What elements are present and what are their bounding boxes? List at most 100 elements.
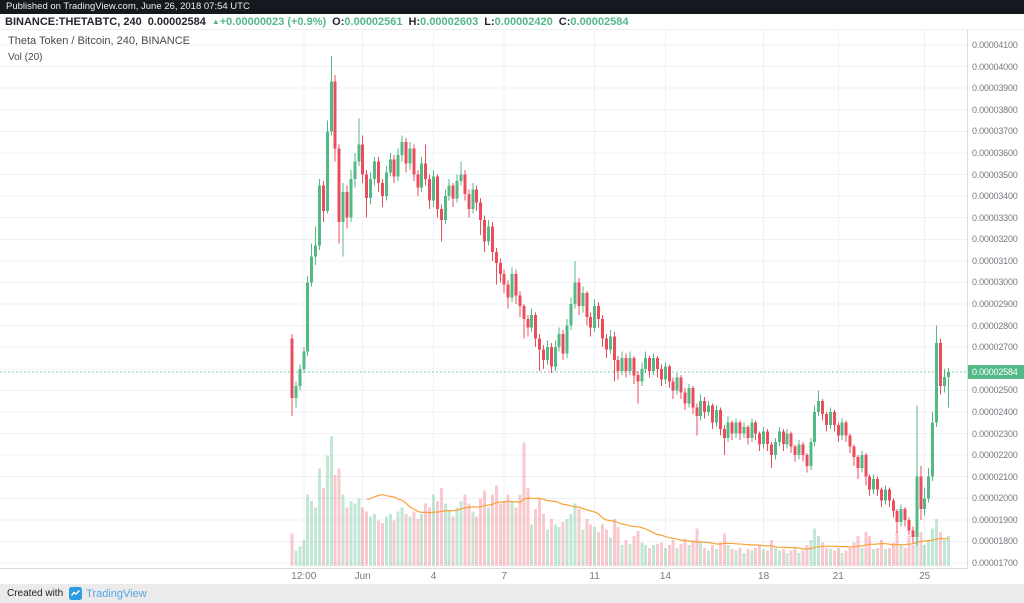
price-tick-label: 0.00002200	[972, 450, 1018, 461]
symbol-name: BINANCE:THETABTC, 240	[5, 15, 142, 28]
candle-body	[687, 388, 691, 404]
created-with-text: Created with	[7, 588, 64, 599]
volume-bar	[400, 507, 404, 566]
volume-ma-layer	[366, 493, 949, 550]
volume-bar	[825, 547, 828, 566]
volume-bar	[557, 527, 561, 566]
volume-bar	[585, 519, 589, 566]
candle-body	[695, 407, 699, 417]
volume-bar	[388, 514, 392, 566]
volume-bar	[636, 530, 640, 566]
volume-bar	[640, 542, 644, 566]
candle-body	[856, 457, 860, 468]
volume-bar	[840, 553, 844, 566]
candle-body	[310, 256, 314, 283]
candle-body	[341, 191, 345, 222]
candle-body	[479, 202, 483, 220]
tradingview-wordmark[interactable]: TradingView	[86, 587, 147, 600]
volume-bar	[880, 540, 883, 566]
candle-body	[789, 433, 793, 447]
price-chart-pane[interactable]: Theta Token / Bitcoin, 240, BINANCE Vol …	[0, 30, 968, 569]
price-axis[interactable]: 0.00004100 0.00004000 0.00003900 0.00003800…	[968, 30, 1024, 569]
high-label: H:	[408, 15, 421, 28]
legend-volume-study[interactable]: Vol (20)	[8, 52, 43, 63]
candle-body	[659, 368, 663, 380]
price-tick-label: 0.00001800	[972, 536, 1018, 547]
time-tick-label: Jun	[354, 571, 371, 582]
candle-body	[408, 148, 412, 164]
candle-body	[648, 358, 652, 371]
candle-body	[546, 347, 549, 361]
volume-bar	[365, 511, 369, 566]
candle-body	[785, 433, 789, 445]
candle-body	[620, 358, 624, 371]
price-tick-label: 0.00001900	[972, 514, 1018, 525]
candle-body	[542, 349, 545, 361]
volume-bar	[903, 547, 907, 566]
volume-bar	[494, 485, 498, 566]
candle-body	[412, 148, 416, 175]
volume-bar	[935, 519, 938, 566]
volume-bar	[435, 501, 439, 566]
published-text: Published on TradingView.com, June 26, 2…	[6, 1, 250, 12]
chart-canvas[interactable]	[0, 30, 967, 568]
volume-bar	[844, 550, 848, 566]
volume-bar	[589, 524, 593, 566]
candle-body	[663, 366, 667, 380]
volume-bar	[597, 532, 600, 566]
volume-bar	[451, 516, 455, 566]
candle-body	[424, 163, 428, 179]
candle-body	[514, 273, 518, 296]
volume-bar	[931, 528, 935, 566]
candle-body	[604, 338, 608, 350]
volume-bar	[475, 516, 479, 566]
time-tick-label: 25	[919, 571, 931, 582]
volume-bar	[883, 549, 887, 566]
volume-bar	[518, 494, 522, 566]
time-axis[interactable]: 12:00 Jun 4 7 11 14 18 21 25	[0, 569, 968, 584]
candle-body	[557, 334, 561, 348]
volume-bar	[773, 547, 777, 566]
price-tick-label: 0.00003500	[972, 169, 1018, 180]
legend-symbol[interactable]: Theta Token / Bitcoin, 240, BINANCE	[8, 35, 190, 47]
volume-bar	[899, 545, 903, 566]
volume-bar	[805, 545, 809, 566]
candle-body	[770, 444, 773, 456]
volume-bar	[848, 547, 852, 566]
published-bar: Published on TradingView.com, June 26, 2…	[0, 0, 1024, 14]
candle-body	[428, 178, 432, 201]
candle-body	[817, 401, 821, 412]
candle-body	[868, 476, 872, 490]
candle-body	[797, 444, 801, 456]
candle-body	[337, 148, 341, 222]
candle-body	[612, 336, 616, 361]
candle-body	[318, 185, 321, 246]
volume-bar	[722, 533, 726, 566]
candle-body	[809, 442, 813, 466]
volume-bar	[895, 532, 899, 566]
volume-ma-line	[366, 493, 949, 550]
volume-bar	[711, 545, 714, 566]
candle-body	[597, 306, 600, 320]
candle-body	[832, 411, 836, 425]
volume-bar	[707, 550, 711, 566]
volume-bar	[565, 519, 569, 566]
volume-bar	[593, 527, 597, 566]
volume-bar	[785, 553, 789, 566]
candles-layer	[290, 55, 950, 546]
volume-bar	[612, 519, 616, 566]
volume-bar	[687, 545, 691, 566]
volume-bar	[679, 543, 683, 566]
volume-bar	[443, 503, 447, 566]
candle-body	[671, 381, 675, 391]
candle-body	[864, 455, 868, 477]
candle-body	[329, 81, 333, 132]
candle-body	[534, 314, 538, 339]
volume-bar	[616, 527, 620, 566]
candle-body	[361, 144, 365, 175]
volume-bar	[294, 550, 298, 566]
candle-body	[573, 282, 577, 304]
candle-body	[321, 185, 325, 212]
tradingview-logo-icon[interactable]	[69, 587, 83, 600]
volume-bar	[718, 542, 722, 566]
